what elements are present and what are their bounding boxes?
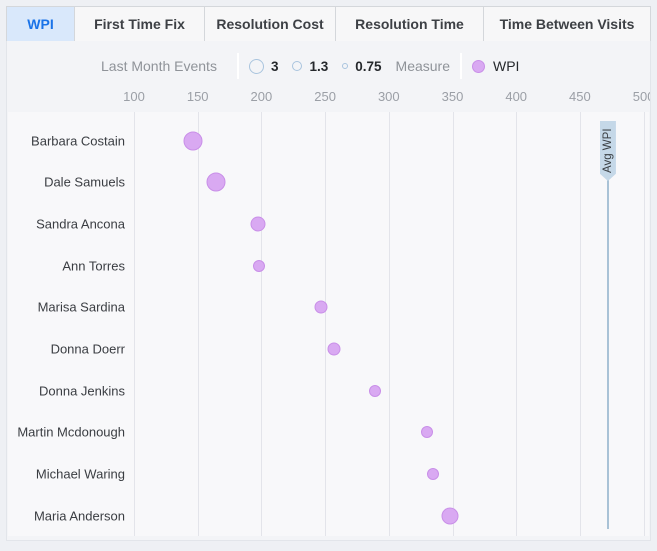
size-legend-value: 0.75 xyxy=(355,58,382,74)
plot-background xyxy=(8,112,649,536)
tab-wpi[interactable]: WPI xyxy=(7,7,75,41)
gridline xyxy=(452,112,454,536)
x-axis-tick-label: 300 xyxy=(377,89,400,104)
tab-resolution-cost[interactable]: Resolution Cost xyxy=(205,7,336,41)
size-circle-icon xyxy=(292,61,303,71)
size-legend-item: 1.3 xyxy=(292,59,328,74)
legend-divider xyxy=(460,53,462,79)
tab-first-time-fix[interactable]: First Time Fix xyxy=(75,7,205,41)
x-axis-tick-label: 200 xyxy=(250,89,273,104)
data-point-bubble[interactable] xyxy=(252,259,265,272)
size-legend-value: 1.3 xyxy=(309,58,329,74)
legend-item-wpi[interactable]: WPI xyxy=(472,58,519,74)
tab-resolution-time[interactable]: Resolution Time xyxy=(336,7,484,41)
category-label: Dale Samuels xyxy=(44,174,125,190)
gridline xyxy=(579,112,581,536)
data-point-bubble[interactable] xyxy=(206,172,226,192)
size-legend-items: 3 1.3 0.75 xyxy=(248,58,396,74)
data-point-bubble[interactable] xyxy=(441,507,459,525)
x-axis-tick-label: 150 xyxy=(186,89,209,104)
x-axis-tick-label: 450 xyxy=(569,89,591,104)
category-label: Maria Anderson xyxy=(33,508,125,524)
data-point-bubble[interactable] xyxy=(314,300,328,314)
gridline xyxy=(261,112,263,536)
data-point-bubble[interactable] xyxy=(368,384,381,397)
gridline xyxy=(134,112,135,536)
size-legend-title: Last Month Events xyxy=(101,58,217,74)
legend-item-label: WPI xyxy=(493,58,520,74)
category-label: Marisa Sardina xyxy=(37,299,125,315)
wpi-series-marker-icon xyxy=(472,59,485,73)
size-legend-value: 3 xyxy=(270,58,279,74)
data-point-bubble[interactable] xyxy=(427,468,440,481)
data-point-bubble[interactable] xyxy=(250,216,266,232)
category-label: Michael Waring xyxy=(35,466,125,482)
size-legend-item: 0.75 xyxy=(342,58,382,74)
chart-panel: Last Month Events 3 1.3 0.75 Measure WPI 1… xyxy=(6,41,651,541)
size-legend-item: 3 xyxy=(248,58,279,74)
gridline xyxy=(516,112,518,536)
category-label: Donna Doerr xyxy=(50,341,125,357)
gridline xyxy=(643,112,645,536)
x-axis-tick-label: 400 xyxy=(505,89,528,104)
measure-legend-title: Measure xyxy=(395,58,450,74)
x-axis-tick-label: 350 xyxy=(441,89,464,104)
chart-tabbar: WPI First Time Fix Resolution Cost Resoluti… xyxy=(6,6,651,42)
category-label: Martin Mcdonough xyxy=(17,424,125,440)
x-axis-tick-label: 100 xyxy=(123,89,145,104)
category-label: Barbara Costain xyxy=(31,133,125,149)
gridline xyxy=(388,112,390,536)
data-point-bubble[interactable] xyxy=(183,131,203,151)
size-circle-icon xyxy=(342,63,349,69)
data-point-bubble[interactable] xyxy=(327,342,341,356)
category-label: Ann Torres xyxy=(62,258,125,274)
avg-wpi-line xyxy=(606,126,609,529)
legend-divider xyxy=(236,53,239,79)
tab-time-between-visits[interactable]: Time Between Visits xyxy=(499,16,635,32)
gridline xyxy=(197,112,199,536)
category-label: Donna Jenkins xyxy=(39,383,125,399)
category-label: Sandra Ancona xyxy=(36,216,125,232)
avg-wpi-label: Avg WPI xyxy=(601,128,614,173)
data-point-bubble[interactable] xyxy=(421,426,434,439)
x-axis-tick-label: 500 xyxy=(632,89,650,104)
chart-legend: Last Month Events 3 1.3 0.75 Measure WPI xyxy=(101,51,519,81)
gridline xyxy=(325,112,327,536)
size-circle-icon xyxy=(248,58,264,74)
avg-wpi-flag: Avg WPI xyxy=(599,121,616,181)
x-axis-tick-label: 250 xyxy=(314,89,336,104)
